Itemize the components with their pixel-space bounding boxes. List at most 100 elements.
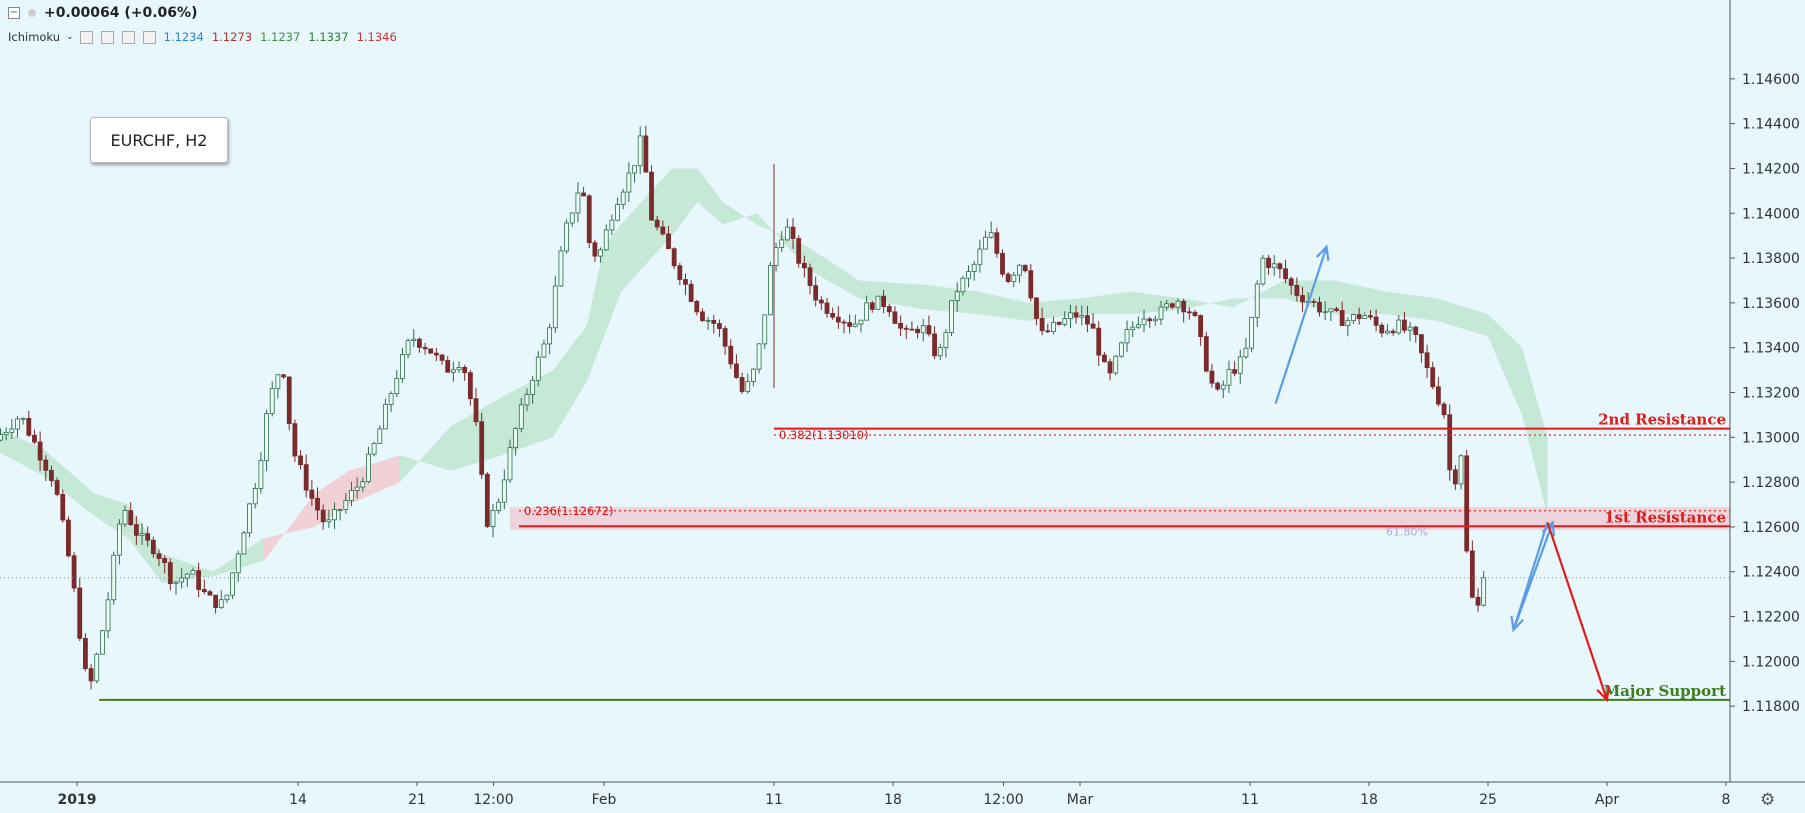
candle-body xyxy=(575,192,581,214)
cloud-segment xyxy=(587,246,604,382)
candle-body xyxy=(411,338,417,342)
candle-body xyxy=(484,473,490,527)
forecast-arrow-head xyxy=(1316,244,1330,261)
candle-body xyxy=(20,417,26,420)
settings-icon[interactable] xyxy=(100,30,114,44)
y-tick-label: 1.12000 xyxy=(1742,654,1800,670)
candle-body xyxy=(433,352,439,356)
forecast-arrow-line[interactable] xyxy=(1546,522,1609,701)
candle-body xyxy=(207,591,213,596)
candle-body xyxy=(671,248,677,267)
forecast-arrows[interactable] xyxy=(1274,244,1610,703)
candle-body xyxy=(1322,311,1328,314)
forecast-arrow-head xyxy=(1596,685,1610,703)
collapse-button[interactable]: − xyxy=(8,7,20,19)
candle-body xyxy=(1464,455,1470,552)
cloud-segment xyxy=(264,493,315,561)
candle-body xyxy=(649,171,654,221)
candle-body xyxy=(71,555,77,589)
candle-body xyxy=(751,368,756,382)
candle-body xyxy=(252,488,258,505)
source-icon[interactable] xyxy=(121,30,135,44)
cloud-segment xyxy=(927,284,978,315)
candle-body xyxy=(1051,321,1056,332)
forecast-arrow-line[interactable] xyxy=(1512,522,1554,631)
candle-body xyxy=(43,459,49,471)
candle-body xyxy=(218,599,224,608)
candle-body xyxy=(1243,347,1249,358)
candle-body xyxy=(643,135,649,173)
candle-body xyxy=(977,248,983,265)
candle-body xyxy=(235,553,241,574)
candle-body xyxy=(1373,316,1379,326)
cloud-segment xyxy=(400,426,451,483)
candle-body xyxy=(632,165,637,174)
cloud-segment xyxy=(1386,291,1437,321)
candle-body xyxy=(603,229,609,251)
candle-body xyxy=(354,486,360,491)
candle-body xyxy=(1068,312,1073,319)
candle-body xyxy=(1198,315,1204,337)
forecast-arrow-head xyxy=(1541,520,1556,537)
forecast-arrow-line[interactable] xyxy=(1274,246,1328,405)
candle-body xyxy=(558,250,564,287)
candle-body xyxy=(1000,252,1005,275)
candle-body xyxy=(1232,369,1237,374)
candle-body xyxy=(1118,342,1124,357)
candle-body xyxy=(767,264,773,316)
gear-icon[interactable]: ⚙ xyxy=(1760,790,1776,810)
candle-body xyxy=(541,343,547,358)
candle-body xyxy=(286,376,292,425)
candle-body xyxy=(954,291,960,302)
candle-body xyxy=(835,316,841,323)
candle-body xyxy=(598,249,603,257)
eye-icon[interactable] xyxy=(79,30,93,44)
candle-body xyxy=(841,321,847,324)
legend-header: − +0.00064 (+0.06%) xyxy=(8,4,197,22)
candle-body xyxy=(320,509,326,523)
candle-body xyxy=(1101,354,1107,363)
indicator-name[interactable]: Ichimoku xyxy=(8,30,61,44)
candle-body xyxy=(428,348,434,354)
candle-body xyxy=(1158,306,1164,320)
y-tick-label: 1.12600 xyxy=(1742,520,1800,536)
fib-level-label: 0.382(1.13010) xyxy=(779,428,868,442)
x-tick-label: Mar xyxy=(1067,792,1094,808)
candle-body xyxy=(490,509,496,527)
x-tick-label: 11 xyxy=(765,792,783,808)
candle-body xyxy=(847,322,853,327)
candle-body xyxy=(1379,324,1385,334)
candle-body xyxy=(1226,369,1232,386)
candle-body xyxy=(1034,297,1039,319)
candle-body xyxy=(773,247,779,266)
candle-body xyxy=(105,599,111,632)
candle-body xyxy=(722,328,728,347)
candle-body xyxy=(581,192,586,197)
y-tick-label: 1.12400 xyxy=(1742,565,1800,581)
chevron-down-icon[interactable]: ⌄ xyxy=(66,32,74,42)
candle-body xyxy=(66,519,71,557)
candle-body xyxy=(1152,318,1158,322)
candle-body xyxy=(128,510,134,525)
candle-body xyxy=(377,428,383,444)
candle-body xyxy=(801,262,807,269)
candle-body xyxy=(179,577,185,583)
indicator-value: 1.1234 xyxy=(163,30,204,44)
cloud-segment xyxy=(697,168,723,225)
indicator-value: 1.1273 xyxy=(211,30,253,44)
candle-body xyxy=(1096,327,1102,356)
candle-body xyxy=(620,191,626,205)
symbol-label-box[interactable]: EURCHF, H2 xyxy=(90,117,228,163)
candle-body xyxy=(184,573,190,579)
x-tick-label: 2019 xyxy=(58,792,97,808)
candle-body xyxy=(1288,278,1294,286)
candle-body xyxy=(1090,323,1096,329)
candle-body xyxy=(303,464,309,491)
candle-body xyxy=(467,372,473,400)
cloud-segment xyxy=(621,168,672,292)
candle-body xyxy=(150,539,156,555)
candle-body xyxy=(1300,295,1305,303)
candle-body xyxy=(869,302,875,310)
close-icon[interactable] xyxy=(142,30,156,44)
